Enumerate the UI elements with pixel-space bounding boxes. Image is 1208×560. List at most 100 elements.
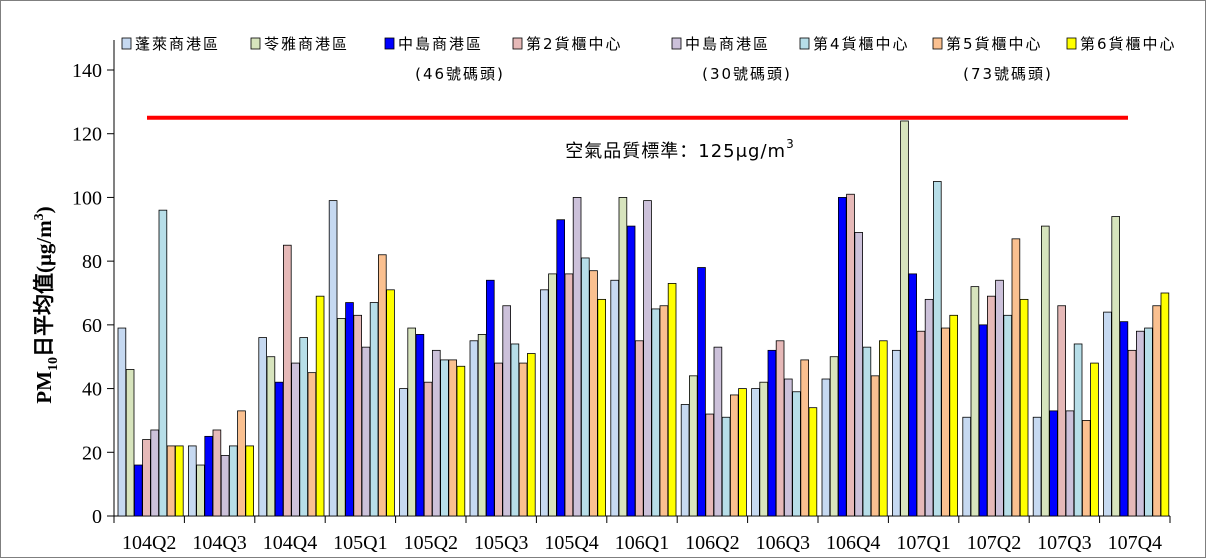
bar — [166, 445, 176, 517]
y-tick-label: 20 — [82, 442, 102, 464]
legend-entry: 第6貨櫃中心 — [1080, 35, 1177, 53]
bar — [258, 337, 267, 517]
bar — [328, 200, 338, 517]
bar — [1160, 292, 1170, 517]
bar — [548, 273, 557, 517]
bar — [142, 439, 151, 517]
legend: 蓬萊商港區 苓雅商港區 中島商港區 (46號碼頭) 第2貨櫃中心 中島商港區 (30號碼頭)… — [121, 35, 1177, 83]
bar — [800, 359, 809, 517]
bar — [908, 273, 917, 517]
bar — [510, 343, 520, 517]
x-tick-label: 106Q4 — [826, 532, 880, 554]
bar — [924, 298, 934, 517]
x-tick-label: 106Q2 — [685, 532, 739, 554]
bar — [916, 330, 926, 517]
bar — [597, 298, 606, 517]
y-tick-label: 40 — [82, 379, 102, 401]
legend-swatch — [932, 37, 943, 50]
legend-swatch — [384, 37, 395, 50]
x-tick-label: 107Q4 — [1108, 532, 1162, 554]
bar — [415, 334, 425, 517]
x-tick-label: 106Q1 — [615, 532, 669, 554]
bar — [117, 327, 127, 517]
bar — [386, 289, 395, 517]
bar — [1082, 420, 1091, 517]
bar — [667, 283, 677, 517]
y-tick-label: 80 — [82, 251, 102, 273]
bar — [1011, 238, 1021, 517]
bar — [431, 349, 441, 517]
bar — [174, 445, 184, 517]
bar — [651, 308, 660, 517]
y-tick-label: 100 — [72, 187, 102, 209]
legend-swatch — [1066, 37, 1077, 50]
y-tick-label: 140 — [72, 60, 102, 82]
bar — [689, 375, 698, 517]
bar — [245, 445, 255, 517]
bar — [892, 349, 901, 517]
bar — [477, 334, 487, 517]
bar — [1057, 305, 1067, 517]
bar — [266, 356, 276, 517]
bar — [838, 197, 847, 517]
bar — [150, 429, 160, 517]
legend-swatch — [121, 37, 132, 50]
bar — [933, 181, 942, 517]
legend-entry: 第5貨櫃中心 — [946, 35, 1043, 53]
x-tick-label: 105Q1 — [333, 532, 387, 554]
bar — [705, 413, 714, 517]
bar — [962, 416, 971, 517]
bar — [1111, 216, 1121, 517]
bars — [117, 120, 1170, 517]
bar — [738, 388, 747, 517]
bar — [643, 200, 652, 517]
bar — [854, 232, 863, 517]
legend-entry: 蓬萊商港區 — [135, 35, 220, 53]
bar — [941, 327, 950, 517]
bar — [518, 362, 528, 517]
bar — [1019, 298, 1029, 517]
bar — [862, 346, 872, 517]
bar — [485, 279, 495, 517]
bar — [659, 305, 669, 517]
bar — [448, 359, 457, 517]
legend-entry: 苓雅商港區 — [264, 35, 349, 53]
bar — [307, 372, 317, 517]
bar — [1127, 349, 1137, 517]
legend-entry-sublabel: (73號碼頭) — [963, 65, 1053, 83]
bar — [423, 381, 433, 517]
bar — [527, 353, 536, 517]
bar — [282, 244, 292, 517]
bar — [369, 302, 379, 517]
y-axis: 0 20 40 60 80 100 120 140 — [72, 40, 115, 528]
bar — [1065, 410, 1075, 517]
bar — [784, 378, 793, 517]
bar — [540, 289, 549, 517]
x-tick-label: 107Q1 — [896, 532, 950, 554]
bar — [556, 219, 565, 517]
bar — [1003, 314, 1012, 517]
x-tick-label: 105Q4 — [544, 532, 598, 554]
legend-entry: 第2貨櫃中心 — [526, 35, 623, 53]
bar — [572, 197, 582, 517]
bar — [1090, 362, 1099, 517]
bar — [713, 346, 723, 517]
bar — [456, 365, 466, 517]
bar — [759, 381, 768, 517]
bar — [792, 391, 801, 517]
bar — [212, 429, 222, 517]
bar — [299, 337, 308, 517]
legend-entry: 中島商港區 — [398, 35, 483, 53]
bar — [626, 225, 636, 517]
bar — [564, 273, 574, 517]
bar — [697, 267, 706, 517]
reference-line-label: 空氣品質標準：125μg/m3 — [565, 137, 794, 162]
legend-entry-sublabel: (30號碼頭) — [702, 65, 792, 83]
bar — [361, 346, 371, 517]
bar — [1103, 311, 1112, 517]
bar — [1032, 416, 1042, 517]
bar — [1049, 410, 1058, 517]
bar — [970, 286, 980, 517]
legend-swatch — [671, 37, 682, 50]
bar — [125, 369, 135, 517]
